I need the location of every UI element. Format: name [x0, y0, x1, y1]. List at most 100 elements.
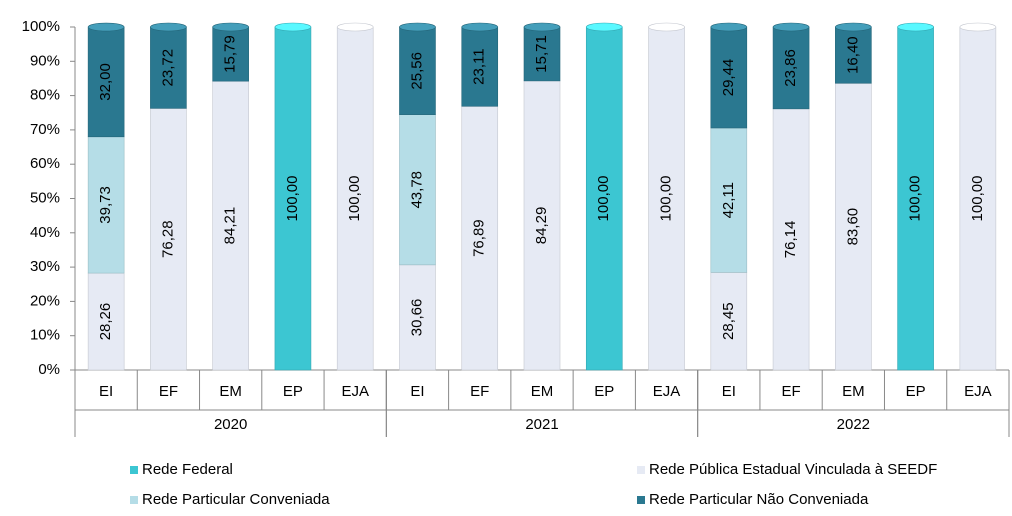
y-tick-label: 20% — [30, 292, 60, 309]
x-tick-label: EM — [842, 383, 865, 400]
bar-segment — [648, 26, 685, 371]
bar-segment — [461, 26, 499, 107]
bar-cap — [87, 22, 125, 32]
x-tick-label: EP — [906, 383, 926, 400]
group-label: 2021 — [525, 416, 558, 433]
y-tick-label: 80% — [30, 87, 60, 104]
bar-cap — [336, 22, 374, 32]
bar-cap — [150, 22, 187, 32]
value-label: 39,73 — [97, 186, 114, 224]
value-label: 23,72 — [159, 49, 176, 87]
x-tick-label: EJA — [653, 383, 681, 400]
value-label: 100,00 — [969, 176, 986, 222]
bar-segment — [897, 26, 934, 371]
x-tick-label: EF — [470, 383, 489, 400]
bar-segment — [212, 80, 249, 371]
x-tick-label: EF — [781, 383, 800, 400]
bar-segment — [87, 272, 125, 371]
x-tick-label: EP — [283, 383, 303, 400]
bar-segment — [150, 26, 187, 109]
value-label: 84,29 — [533, 207, 550, 245]
bar-segment — [399, 26, 436, 115]
x-tick-label: EM — [531, 383, 554, 400]
value-label: 100,00 — [595, 176, 612, 222]
y-tick-label: 30% — [30, 258, 60, 275]
value-label: 43,78 — [408, 171, 425, 209]
value-label: 76,14 — [782, 221, 799, 259]
bar-cap — [648, 22, 685, 32]
bar-cap — [523, 22, 561, 32]
bar-cap — [710, 22, 748, 32]
value-label: 23,86 — [782, 49, 799, 87]
bar-segment — [835, 82, 872, 371]
value-label: 100,00 — [346, 176, 363, 222]
legend-swatch — [637, 496, 645, 504]
x-tick-label: EP — [594, 383, 614, 400]
x-tick-label: EM — [219, 383, 242, 400]
x-tick-label: EJA — [341, 383, 369, 400]
value-label: 25,56 — [408, 52, 425, 90]
bar-segment — [523, 26, 561, 82]
x-tick-label: EJA — [964, 383, 992, 400]
value-label: 28,45 — [720, 302, 737, 340]
y-tick-label: 90% — [30, 52, 60, 69]
value-label: 29,44 — [720, 59, 737, 97]
bar-segment — [399, 114, 436, 266]
value-label: 100,00 — [658, 176, 675, 222]
bar-cap — [835, 22, 872, 32]
legend-label: Rede Particular Conveniada — [142, 491, 330, 508]
bar-cap — [772, 22, 810, 32]
y-tick-label: 70% — [30, 121, 60, 138]
legend-swatch — [130, 496, 138, 504]
y-tick-label: 100% — [22, 18, 60, 35]
bar-segment — [87, 26, 125, 138]
value-label: 30,66 — [408, 299, 425, 337]
bar-segment — [710, 272, 748, 371]
y-tick-label: 0% — [38, 361, 60, 378]
bar-segment — [274, 26, 312, 371]
y-tick-label: 40% — [30, 224, 60, 241]
bar-segment — [772, 108, 810, 371]
bar-segment — [523, 80, 561, 371]
value-label: 15,79 — [222, 35, 239, 73]
bar-segment — [710, 127, 748, 273]
value-label: 23,11 — [471, 48, 488, 84]
value-label: 28,26 — [97, 303, 114, 341]
legend-label: Rede Particular Não Conveniada — [649, 491, 869, 508]
group-label: 2020 — [214, 416, 247, 433]
bar-segment — [336, 26, 374, 371]
bar-cap — [959, 22, 997, 32]
legend-label: Rede Pública Estadual Vinculada à SEEDF — [649, 461, 937, 478]
value-label: 42,11 — [720, 182, 737, 218]
y-tick-label: 50% — [30, 189, 60, 206]
x-tick-label: EI — [722, 383, 736, 400]
value-label: 100,00 — [284, 176, 301, 222]
y-tick-label: 10% — [30, 327, 60, 344]
y-tick-label: 60% — [30, 155, 60, 172]
bar-segment — [710, 26, 748, 129]
bar-segment — [399, 264, 436, 371]
bar-segment — [585, 26, 623, 371]
bar-segment — [461, 105, 499, 371]
bar-cap — [399, 22, 436, 32]
value-label: 83,60 — [844, 208, 861, 246]
legend-swatch — [637, 466, 645, 474]
group-label: 2022 — [837, 416, 870, 433]
value-label: 76,28 — [159, 220, 176, 258]
bar-segment — [835, 26, 872, 84]
x-tick-label: EF — [159, 383, 178, 400]
bar-cap — [274, 22, 312, 32]
bar-cap — [897, 22, 934, 32]
bar-cap — [461, 22, 499, 32]
bar-cap — [585, 22, 623, 32]
x-tick-label: EI — [410, 383, 424, 400]
legend-swatch — [130, 466, 138, 474]
x-tick-label: EI — [99, 383, 113, 400]
bar-segment — [87, 136, 125, 274]
value-label: 16,40 — [844, 36, 861, 74]
value-label: 76,89 — [471, 219, 488, 257]
legend-label: Rede Federal — [142, 461, 233, 478]
value-label: 15,71 — [533, 35, 550, 73]
bar-cap — [212, 22, 249, 32]
